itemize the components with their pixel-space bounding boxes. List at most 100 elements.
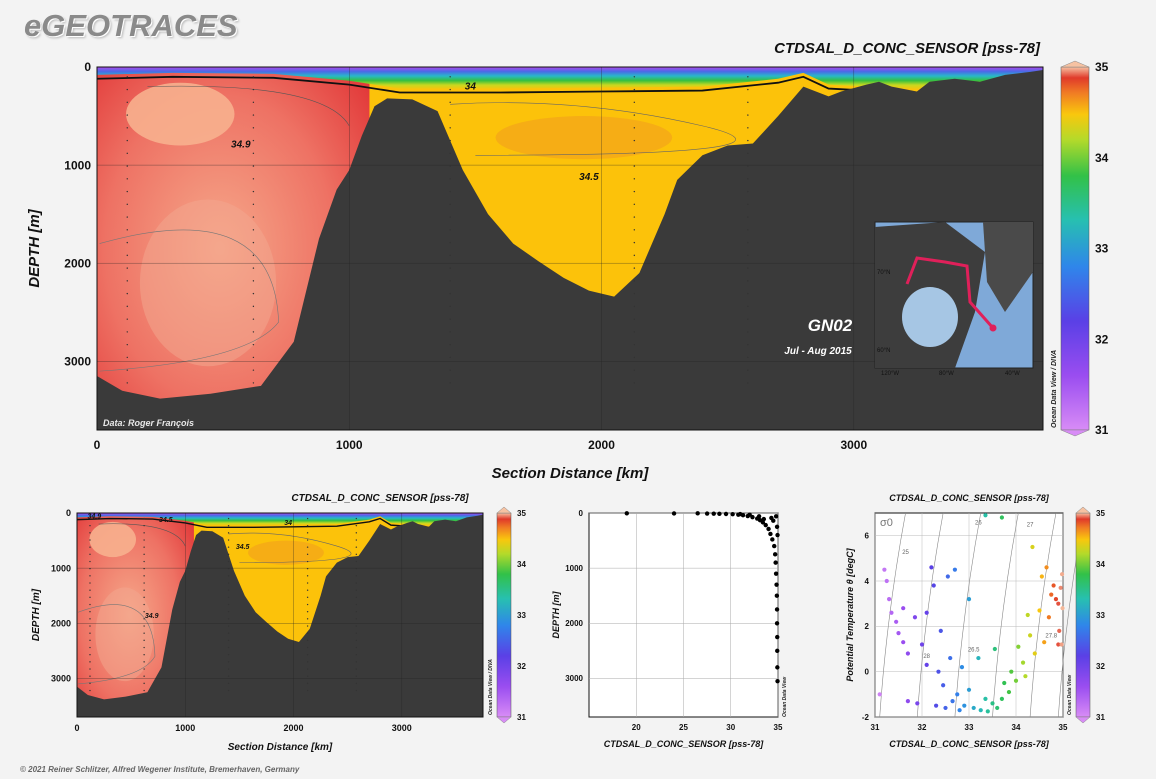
ts-data-point <box>1044 565 1049 570</box>
sample-dot <box>355 582 358 584</box>
core-maximum <box>126 82 235 146</box>
sample-dot <box>306 546 309 548</box>
sample-dot <box>355 553 358 556</box>
ts-data-point <box>955 692 960 697</box>
y-tick-label: 1000 <box>51 563 71 573</box>
data-point <box>624 511 629 516</box>
data-point <box>775 532 780 538</box>
sample-dot <box>89 603 91 606</box>
y-tick-label: 2000 <box>64 256 91 270</box>
deep-core <box>139 199 277 367</box>
sample-dot <box>227 646 230 649</box>
colorbar-tick-label: 33 <box>1095 242 1109 256</box>
contour-deep-line <box>99 229 279 372</box>
ts-data-point <box>1046 615 1051 620</box>
ts-data-point <box>1058 585 1063 590</box>
sample-dot <box>747 254 749 257</box>
sample-dot <box>306 639 309 642</box>
sample-dot <box>89 517 91 520</box>
sample-dot <box>747 76 749 78</box>
colorbar-tick-label: 32 <box>517 662 526 671</box>
sample-dot <box>633 267 636 269</box>
map-land-greenland <box>983 222 1033 312</box>
isopycnal-label: 27.8 <box>1045 634 1057 640</box>
y-tick-label: -2 <box>862 713 870 722</box>
sample-dot <box>227 524 230 527</box>
sample-dot <box>306 668 309 670</box>
map-hudson-bay <box>902 287 958 347</box>
ts-data-point <box>971 705 976 711</box>
sample-dot <box>355 546 358 548</box>
x-tick-label: 2000 <box>284 723 304 733</box>
data-point <box>774 524 780 529</box>
sample-dot <box>227 632 230 634</box>
sample-dot <box>747 190 749 193</box>
x-tick-label: 35 <box>774 723 783 732</box>
ts-data-point <box>929 565 934 570</box>
sample-dot <box>747 305 749 308</box>
ts-data-point <box>1032 651 1037 656</box>
data-point <box>772 543 777 549</box>
plot-frame <box>76 512 484 718</box>
colorbar-tick-label: 35 <box>1096 509 1105 518</box>
sample-dot <box>143 646 145 649</box>
sample-dot <box>633 178 636 180</box>
sample-dot <box>355 589 358 591</box>
data-point <box>671 511 677 516</box>
sample-dot <box>747 152 749 155</box>
sample-dot <box>355 646 358 649</box>
sample-dot <box>89 646 91 649</box>
ts-data-point <box>1016 644 1021 649</box>
sample-dot <box>227 575 230 577</box>
ts-data-point <box>962 703 967 708</box>
sample-dot <box>126 382 128 384</box>
sample-dot <box>449 88 451 91</box>
sample-dot <box>633 280 636 282</box>
x-tick-label: 3000 <box>840 438 867 452</box>
x-axis-label: CTDSAL_D_CONC_SENSOR [pss-78] <box>604 739 765 749</box>
data-point <box>695 511 700 516</box>
sample-dot <box>355 603 358 606</box>
data-point <box>723 511 729 517</box>
sample-dot <box>633 88 636 91</box>
data-point <box>773 514 779 519</box>
data-point <box>717 511 722 517</box>
sample-dot <box>89 632 91 634</box>
sample-dot <box>747 229 749 231</box>
sample-dot <box>747 267 749 269</box>
sample-dot <box>747 331 749 333</box>
sample-dot <box>306 524 309 527</box>
x-tick-label: 0 <box>94 438 101 452</box>
ts-data-point <box>978 708 983 713</box>
sample-dot <box>355 539 358 541</box>
x-tick-label: 32 <box>918 723 927 732</box>
y-tick-label: 0 <box>579 509 584 518</box>
ts-data-point <box>912 615 918 620</box>
sample-dot <box>747 127 749 129</box>
sample-dot <box>633 369 636 371</box>
ts-data-point <box>1013 678 1019 683</box>
sample-dot <box>126 114 128 116</box>
x-tick-label: 33 <box>965 723 974 732</box>
sample-dot <box>633 229 636 231</box>
sample-dot <box>126 190 128 193</box>
colorbar-tick-label: 33 <box>1096 611 1105 620</box>
sample-dot <box>449 267 451 269</box>
data-point <box>761 516 767 522</box>
y-tick-label: 4 <box>865 577 870 586</box>
sample-dot <box>449 203 451 206</box>
sample-dot <box>355 682 358 685</box>
colorbar-cap-top <box>1060 60 1090 68</box>
sample-dot <box>252 382 255 384</box>
sample-dot <box>355 653 358 656</box>
sample-dot <box>449 216 451 218</box>
map-lat-label: 70°N <box>877 270 890 276</box>
ts-data-point <box>1037 608 1042 613</box>
sample-dot <box>633 114 636 116</box>
y-tick-label: 1000 <box>565 564 583 573</box>
sample-dot <box>449 331 451 333</box>
colorbar-cap-top <box>1075 506 1091 514</box>
sample-dot <box>89 560 91 563</box>
data-point <box>730 512 735 517</box>
sample-dot <box>143 639 145 642</box>
